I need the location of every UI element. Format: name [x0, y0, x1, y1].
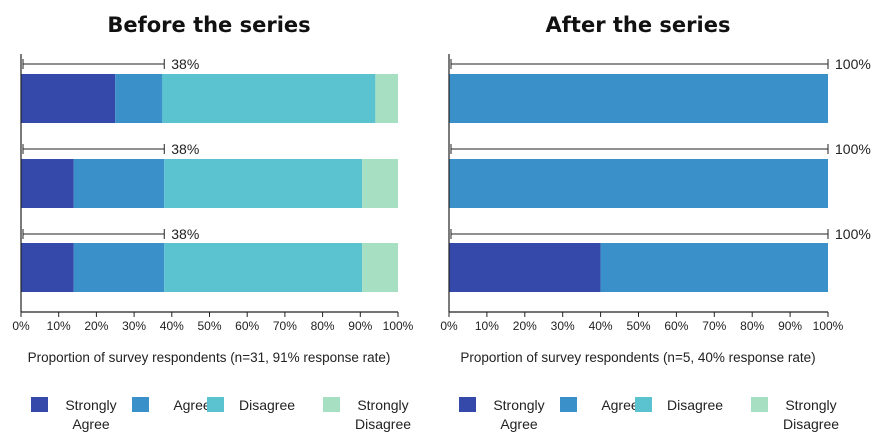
- bar-segment-agree: [73, 159, 165, 208]
- legend-label: Strongly: [357, 397, 408, 413]
- legend-item: Strongly Disagree: [323, 397, 411, 432]
- x-tick-label: 0%: [12, 319, 30, 333]
- legend-label-line2: Disagree: [783, 416, 839, 432]
- bar-segment-strongly-agree: [21, 74, 116, 123]
- range-label: 38%: [171, 56, 199, 72]
- x-tick-label: 90%: [778, 319, 802, 333]
- legend-item: Strongly Disagree: [751, 397, 839, 432]
- range-label: 38%: [171, 226, 199, 242]
- bar-segment-agree: [449, 159, 828, 208]
- range-label: 100%: [835, 141, 871, 157]
- legend-swatch: [751, 397, 768, 412]
- legend-swatch: [635, 397, 652, 412]
- legend-item: Agree: [132, 397, 211, 413]
- x-tick-label: 70%: [702, 319, 726, 333]
- bar-segment-strongly-agree: [449, 243, 601, 292]
- x-tick-label: 50%: [626, 319, 650, 333]
- range-bracket: [450, 229, 829, 239]
- bar-segment-disagree: [164, 159, 363, 208]
- x-tick-label: 100%: [383, 319, 414, 333]
- legend-item: Strongly Agree: [459, 397, 545, 432]
- range-bracket: [450, 59, 829, 69]
- legend-swatch: [132, 397, 149, 412]
- legend-label-line2: Agree: [72, 416, 110, 432]
- legend-swatch: [560, 397, 577, 412]
- bar-segment-strongly-disagree: [362, 159, 398, 208]
- x-tick-label: 30%: [551, 319, 575, 333]
- chart-title: After the series: [546, 13, 731, 37]
- legend-label: Agree: [173, 397, 211, 413]
- x-tick-label: 80%: [740, 319, 764, 333]
- legend-swatch: [207, 397, 224, 412]
- bar-segment-disagree: [162, 74, 376, 123]
- x-tick-label: 80%: [311, 319, 335, 333]
- legend-label: Disagree: [239, 397, 295, 413]
- chart-after-series: After the series Proportion of survey re…: [440, 13, 870, 432]
- legend-label-line2: Disagree: [355, 416, 411, 432]
- x-tick-label: 50%: [197, 319, 221, 333]
- bar-segment-agree: [449, 74, 828, 123]
- x-tick-label: 30%: [122, 319, 146, 333]
- legend-label: Agree: [601, 397, 639, 413]
- x-tick-label: 0%: [440, 319, 458, 333]
- range-bracket: [22, 59, 165, 69]
- legend-item: Disagree: [207, 397, 295, 413]
- bar-segment-agree: [115, 74, 163, 123]
- chart-before-series: Before the series Proportion of survey r…: [12, 13, 413, 432]
- bar-segment-agree: [600, 243, 828, 292]
- legend-item: Strongly Agree: [31, 397, 117, 432]
- x-tick-label: 60%: [664, 319, 688, 333]
- x-tick-label: 40%: [589, 319, 613, 333]
- legend-label: Disagree: [667, 397, 723, 413]
- legend-item: Agree: [560, 397, 639, 413]
- bar-segment-strongly-disagree: [375, 74, 398, 123]
- legend-swatch: [459, 397, 476, 412]
- range-label: 100%: [835, 56, 871, 72]
- x-tick-label: 100%: [813, 319, 844, 333]
- x-tick-label: 10%: [475, 319, 499, 333]
- x-tick-label: 20%: [513, 319, 537, 333]
- legend-item: Disagree: [635, 397, 723, 413]
- range-bracket: [22, 144, 165, 154]
- x-tick-label: 10%: [47, 319, 71, 333]
- range-label: 100%: [835, 226, 871, 242]
- range-label: 38%: [171, 141, 199, 157]
- bar-segment-disagree: [164, 243, 363, 292]
- x-axis-label: Proportion of survey respondents (n=31, …: [28, 350, 391, 365]
- legend-label-line2: Agree: [500, 416, 538, 432]
- x-tick-label: 60%: [235, 319, 259, 333]
- legend-swatch: [31, 397, 48, 412]
- chart-title: Before the series: [107, 13, 310, 37]
- bar-segment-strongly-agree: [21, 243, 74, 292]
- legend-label: Strongly: [785, 397, 836, 413]
- x-tick-label: 70%: [273, 319, 297, 333]
- bar-segment-strongly-disagree: [362, 243, 398, 292]
- x-tick-label: 90%: [348, 319, 372, 333]
- bar-segment-agree: [73, 243, 165, 292]
- range-bracket: [22, 229, 165, 239]
- legend-label: Strongly: [493, 397, 544, 413]
- range-bracket: [450, 144, 829, 154]
- legend-label: Strongly: [65, 397, 116, 413]
- legend-swatch: [323, 397, 340, 412]
- bar-segment-strongly-agree: [21, 159, 74, 208]
- x-axis-label: Proportion of survey respondents (n=5, 4…: [460, 350, 815, 365]
- x-tick-label: 40%: [160, 319, 184, 333]
- x-tick-label: 20%: [84, 319, 108, 333]
